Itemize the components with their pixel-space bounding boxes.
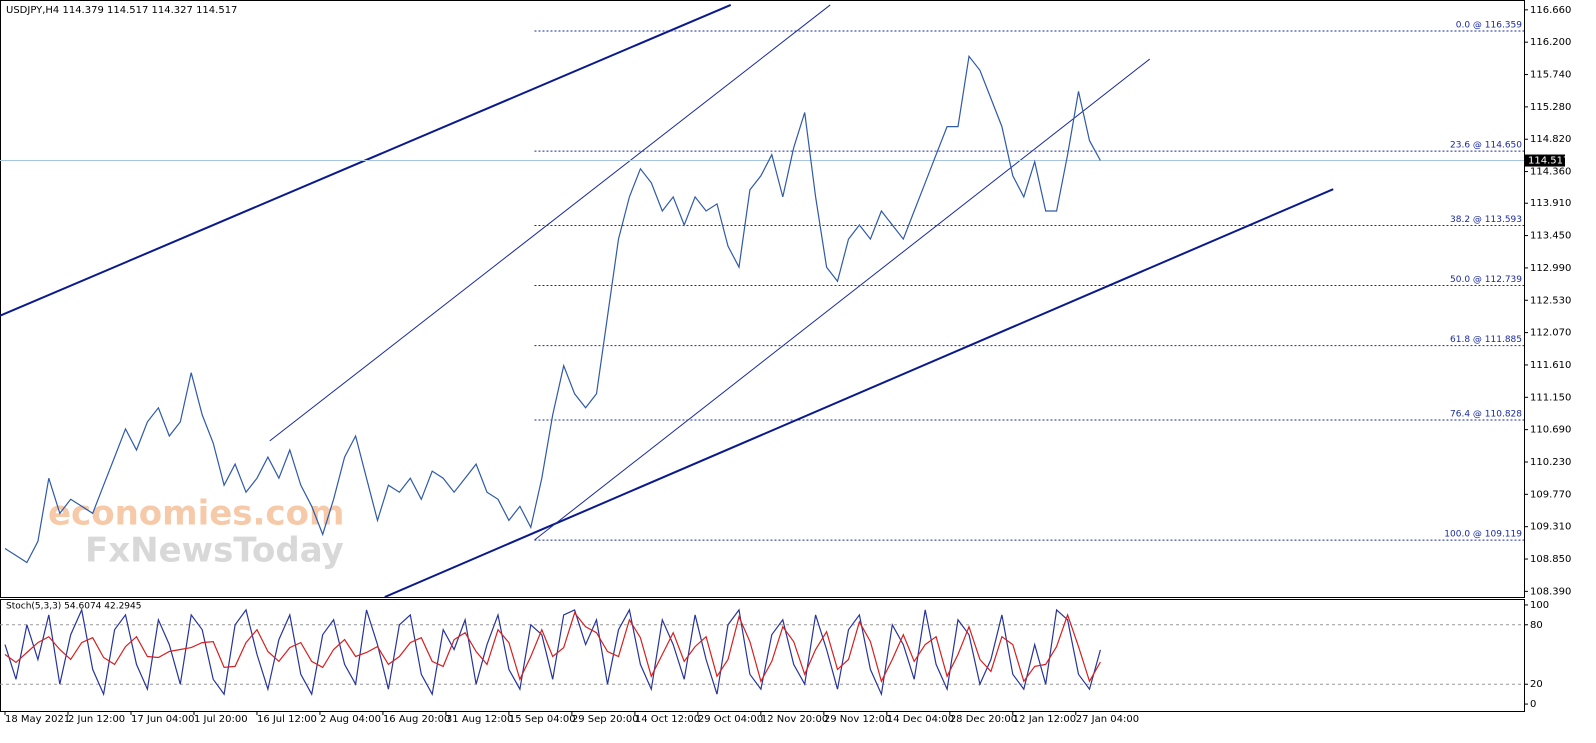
y-tick-label: 110.230 [1530, 457, 1571, 468]
y-tick-label: 115.280 [1530, 102, 1571, 113]
watermark: FxNewsToday [85, 531, 344, 571]
x-tick-label: 28 Dec 20:00 [950, 714, 1017, 725]
x-tick-label: 2 Jun 12:00 [68, 714, 125, 725]
y-tick-label: 114.820 [1530, 134, 1571, 145]
y-tick-label: 115.740 [1530, 70, 1571, 81]
y-tick-label: 110.690 [1530, 425, 1571, 436]
fib-label: 76.4 @ 110.828 [1450, 409, 1522, 419]
fib-label: 0.0 @ 116.359 [1456, 21, 1523, 31]
fib-label: 38.2 @ 113.593 [1450, 215, 1522, 225]
x-tick-label: 15 Sep 04:00 [509, 714, 576, 725]
x-tick-label: 12 Jan 12:00 [1013, 714, 1076, 725]
series-line [4, 611, 1101, 683]
series-line [4, 54, 1101, 564]
y-tick-label: 112.990 [1530, 263, 1571, 274]
chart-title: USDJPY,H4 114.379 114.517 114.327 114.51… [6, 5, 237, 16]
x-tick-label: 12 Nov 20:00 [761, 714, 828, 725]
y-tick-label: 114.360 [1530, 167, 1571, 178]
trend-line [534, 58, 1151, 541]
y-tick-label: 113.910 [1530, 198, 1571, 209]
axes: 116.660 116.200 115.740 115.280 114.820 114.3… [4, 5, 1571, 725]
x-tick-label: 1 Jul 20:00 [194, 714, 248, 725]
x-tick-label: 14 Dec 04:00 [887, 714, 954, 725]
fib-label: 23.6 @ 114.650 [1450, 141, 1522, 151]
x-tick-label: 16 Jul 12:00 [257, 714, 317, 725]
stoch-plot [0, 607, 1524, 697]
y-tick-label: 109.310 [1530, 522, 1571, 533]
y-tick-label: 113.450 [1530, 231, 1571, 242]
y-tick-label: 116.200 [1530, 37, 1571, 48]
x-tick-label: 27 Jan 04:00 [1076, 714, 1139, 725]
x-tick-label: 29 Oct 04:00 [698, 714, 763, 725]
x-tick-label: 29 Nov 12:00 [824, 714, 891, 725]
y-tick-label: 20 [1530, 679, 1543, 690]
y-tick-label: 116.660 [1530, 5, 1571, 16]
price-plot: 0.0 @ 116.359 23.6 @ 114.650 38.2 @ 113.59… [0, 4, 1524, 597]
fib-label: 50.0 @ 112.739 [1450, 275, 1522, 285]
x-tick-label: 14 Oct 12:00 [635, 714, 700, 725]
y-tick-label: 108.850 [1530, 554, 1571, 565]
stoch-frame [0, 599, 1525, 712]
trend-line [269, 4, 831, 442]
y-tick-label: 111.150 [1530, 392, 1571, 403]
last-price-label: 114.517 [1528, 156, 1569, 167]
y-tick-label: 112.530 [1530, 295, 1571, 306]
price-frame [0, 0, 1525, 598]
x-tick-label: 2 Aug 04:00 [320, 714, 381, 725]
x-tick-label: 17 Jun 04:00 [131, 714, 195, 725]
y-tick-label: 80 [1530, 620, 1543, 631]
y-tick-label: 112.070 [1530, 328, 1571, 339]
y-tick-label: 109.770 [1530, 489, 1571, 500]
stoch-title: Stoch(5,3,3) 54.6074 42.2945 [6, 602, 141, 612]
x-tick-label: 31 Aug 12:00 [446, 714, 513, 725]
y-tick-label: 108.390 [1530, 586, 1571, 597]
y-tick-label: 100 [1530, 600, 1549, 611]
fib-label: 100.0 @ 109.119 [1444, 530, 1522, 540]
last-price-box [1525, 154, 1565, 167]
y-tick-label: 111.610 [1530, 360, 1571, 371]
fib-label: 61.8 @ 111.885 [1450, 335, 1522, 345]
x-tick-label: 18 May 2021 [5, 714, 70, 725]
x-tick-label: 29 Sep 20:00 [572, 714, 639, 725]
trend-line [384, 188, 1334, 597]
y-tick-label: 0 [1530, 699, 1536, 710]
x-tick-label: 16 Aug 20:00 [383, 714, 450, 725]
